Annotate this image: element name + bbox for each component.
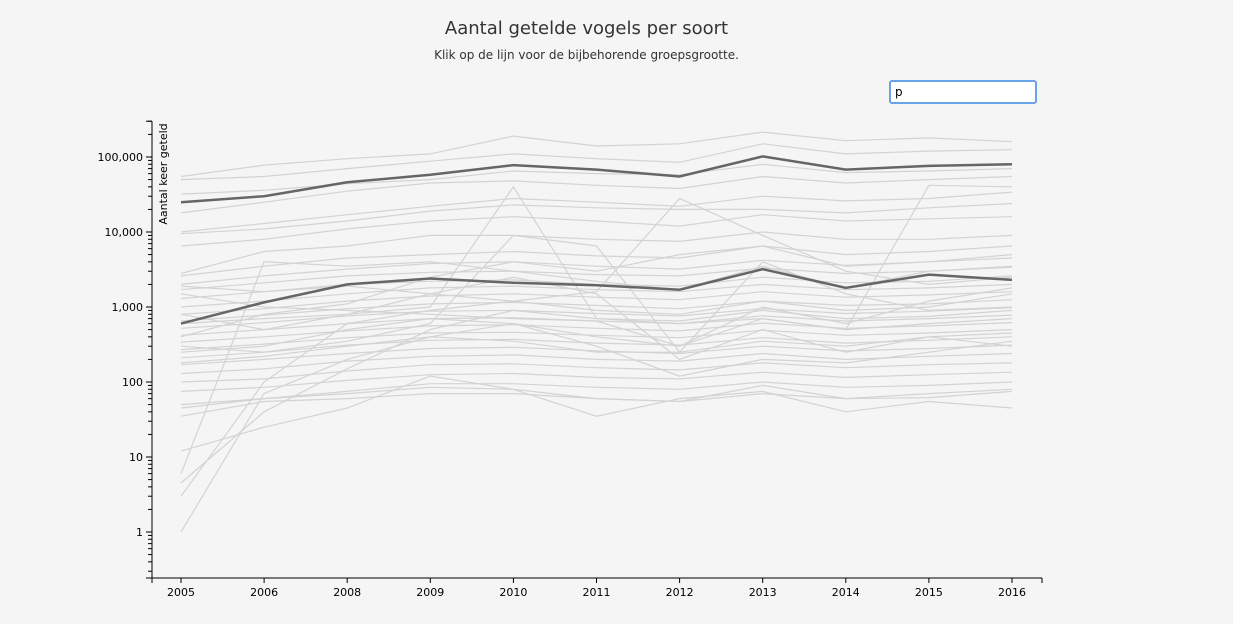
series-line[interactable] [180,191,1013,233]
highlighted-series-line[interactable] [180,155,1013,204]
series-line[interactable] [180,352,1013,375]
series-line[interactable] [180,362,1013,383]
y-tick-label: 1,000 [112,301,144,314]
y-axis-title: Aantal keer geteld [157,123,170,224]
series-line[interactable] [180,293,1013,497]
x-tick-label: 2009 [416,586,444,599]
series-lines-group [180,131,1013,533]
series-line[interactable] [180,197,1013,302]
series-line[interactable] [180,143,1013,181]
x-tick-label: 2010 [499,586,527,599]
series-line[interactable] [180,276,1013,361]
series-line[interactable] [180,317,1013,533]
chart-subtitle: Klik op de lijn voor de bijbehorende gro… [434,48,739,62]
x-tick-label: 2011 [583,586,611,599]
series-line[interactable] [180,322,1013,343]
series-line[interactable] [180,266,1013,291]
series-line[interactable] [180,336,1013,359]
series-line[interactable] [180,131,1013,178]
x-tick-label: 2008 [333,586,361,599]
series-line[interactable] [180,234,1013,354]
series-line[interactable] [180,344,1013,366]
y-tick-label: 100 [122,376,143,389]
x-tick-label: 2015 [915,586,943,599]
series-line[interactable] [180,283,1013,308]
series-line[interactable] [180,245,1013,338]
series-line[interactable] [180,184,1013,331]
series-line[interactable] [180,245,1013,277]
y-axis: 1 10 100 1,000 10,000 100,000 [98,120,153,579]
series-line[interactable] [180,317,1013,377]
x-tick-label: 2012 [666,586,694,599]
series-line[interactable] [180,231,1013,275]
x-tick-label: 2005 [167,586,195,599]
series-line[interactable] [180,299,1013,322]
x-tick-label: 2014 [832,586,860,599]
chart-title: Aantal getelde vogels per soort [444,18,729,39]
series-line[interactable] [180,329,1013,351]
series-line[interactable] [180,307,1013,329]
highlighted-series-group [180,155,1013,325]
series-line[interactable] [180,175,1013,214]
x-axis: 2005 2006 2008 2009 2010 2011 2012 2013 2014 2015… [151,577,1043,599]
series-line[interactable] [180,214,1013,247]
y-tick-label: 100,000 [98,151,144,164]
highlighted-series-line[interactable] [180,267,1013,325]
series-line[interactable] [180,291,1013,315]
series-line[interactable] [180,202,1013,235]
x-tick-label: 2013 [749,586,777,599]
series-line[interactable] [180,386,1013,417]
y-tick-label: 10 [129,451,143,464]
y-tick-label: 1 [136,526,143,539]
x-tick-label: 2006 [250,586,278,599]
x-tick-label: 2016 [998,586,1026,599]
series-line[interactable] [180,375,1013,452]
y-tick-label: 10,000 [105,226,144,239]
species-search-input[interactable] [889,80,1037,104]
series-line[interactable] [180,287,1013,347]
series-line[interactable] [180,332,1013,364]
series-line[interactable] [180,381,1013,406]
